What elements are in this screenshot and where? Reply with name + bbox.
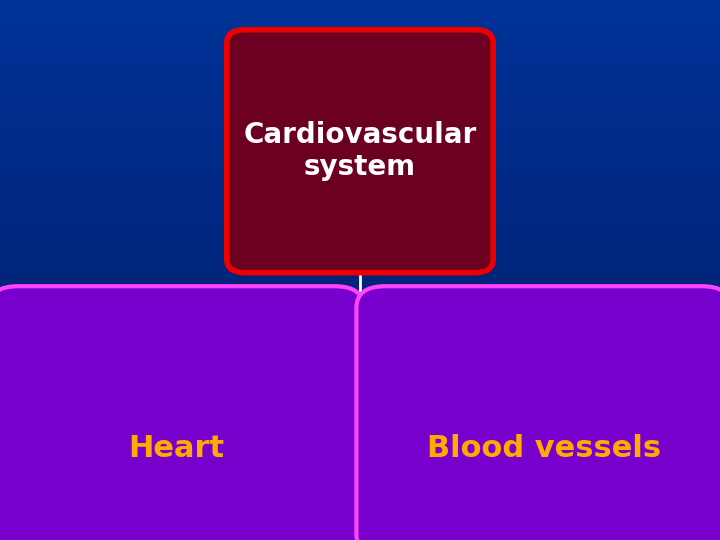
FancyBboxPatch shape <box>356 286 720 540</box>
Text: Heart: Heart <box>128 434 225 463</box>
Text: Blood vessels: Blood vessels <box>426 434 661 463</box>
Text: Cardiovascular
system: Cardiovascular system <box>243 121 477 181</box>
FancyBboxPatch shape <box>0 286 364 540</box>
FancyBboxPatch shape <box>227 30 493 273</box>
